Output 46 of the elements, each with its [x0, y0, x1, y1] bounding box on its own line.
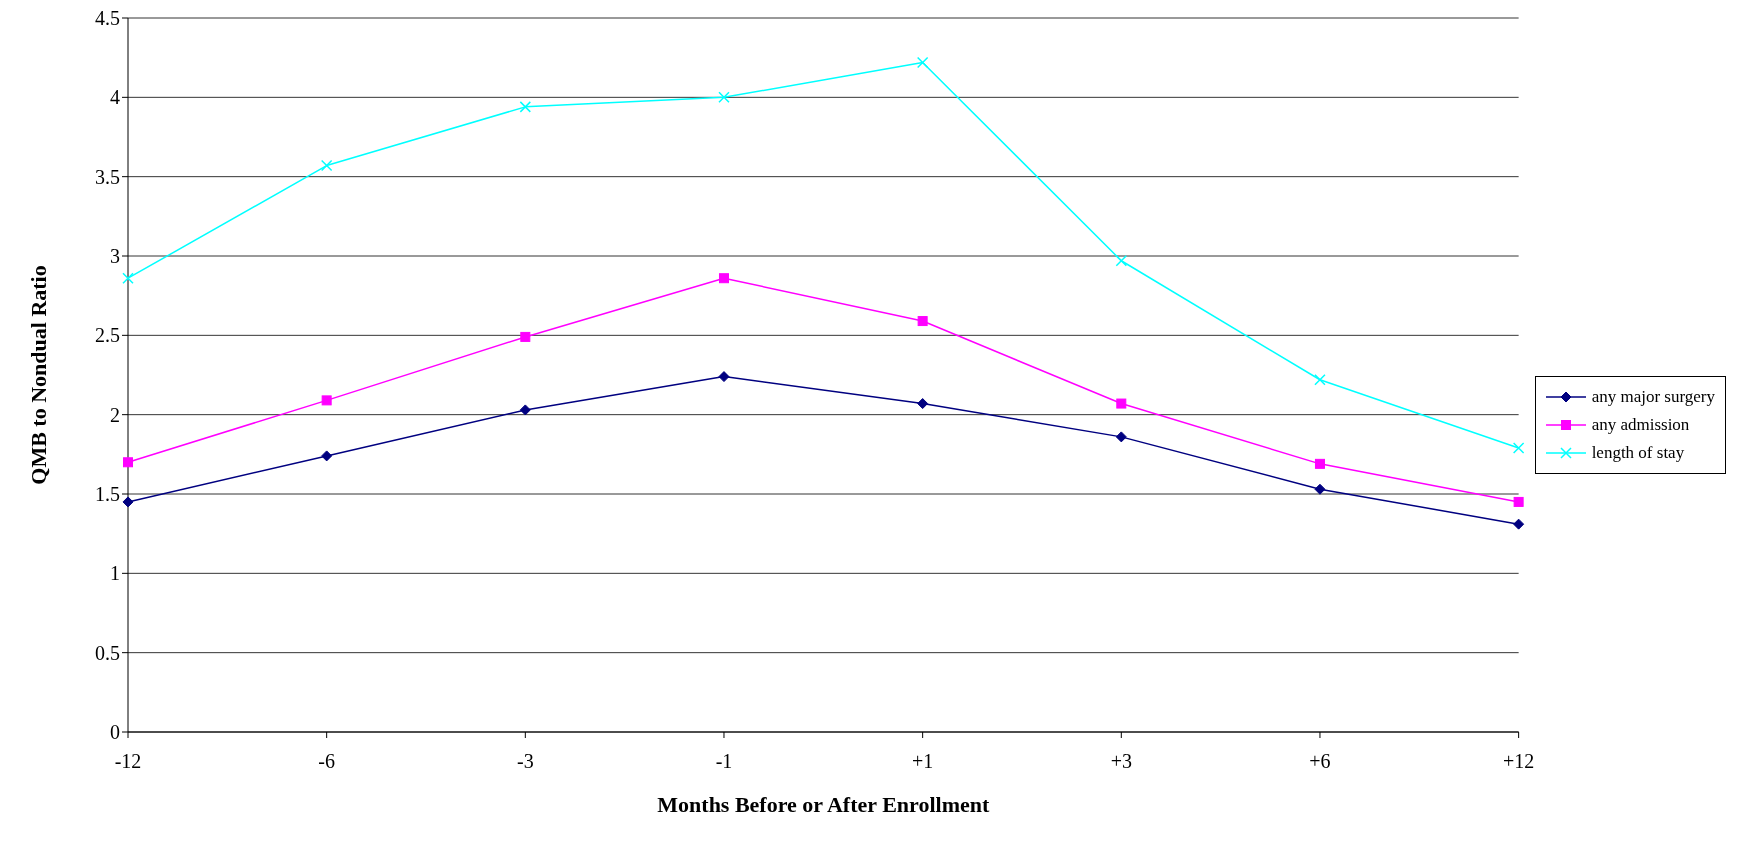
y-tick-label: 3.5	[95, 165, 120, 188]
x-tick-label: -3	[516, 750, 534, 773]
y-tick-label: 2	[110, 403, 120, 426]
point	[718, 91, 730, 104]
y-axis-title: QMB to Nondual Ratio	[25, 265, 51, 485]
point	[1314, 483, 1326, 495]
y-tick-label: 4	[110, 86, 120, 109]
point	[1512, 442, 1525, 454]
point	[917, 398, 929, 410]
x-tick-label: +3	[1110, 750, 1132, 773]
point	[321, 395, 332, 406]
x-axis-title: Months Before or After Enrollment	[657, 792, 990, 817]
y-tick-label: 0	[110, 721, 120, 744]
x-tick-label: +1	[912, 750, 934, 773]
x-tick-label: -1	[715, 750, 733, 773]
point	[1115, 431, 1127, 443]
point	[1115, 255, 1128, 267]
point	[123, 457, 133, 468]
x-tick-label: +6	[1309, 750, 1331, 773]
point	[1116, 398, 1127, 409]
point	[1513, 496, 1524, 507]
point	[1513, 518, 1525, 530]
point	[1314, 458, 1325, 469]
point	[916, 56, 929, 69]
legend-label: length of stay	[1591, 443, 1685, 463]
x-tick-label: -12	[114, 750, 142, 773]
legend-label: any major surgery	[1591, 387, 1715, 407]
legend-label: any admission	[1591, 415, 1690, 435]
point	[519, 404, 531, 416]
point	[520, 331, 531, 342]
point	[1314, 374, 1326, 386]
y-tick-label: 4.5	[95, 7, 120, 30]
y-tick-label: 0.5	[95, 641, 120, 664]
point	[321, 450, 333, 462]
point	[917, 316, 928, 327]
point	[718, 371, 730, 383]
y-tick-label: 1.5	[95, 483, 120, 506]
y-tick-label: 3	[110, 245, 120, 268]
point	[122, 272, 134, 284]
point	[718, 273, 729, 284]
x-tick-label: +12	[1502, 750, 1535, 773]
point	[519, 101, 532, 113]
x-tick-label: -6	[318, 750, 335, 773]
y-tick-label: 1	[110, 562, 120, 585]
y-tick-label: 2.5	[95, 324, 120, 347]
point	[320, 159, 333, 172]
